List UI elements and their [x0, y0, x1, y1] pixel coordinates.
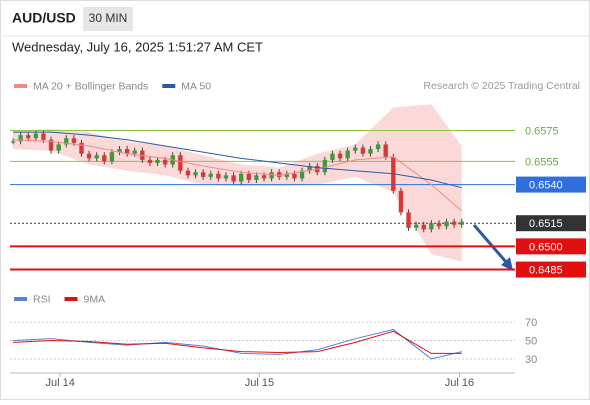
- candle-body: [277, 172, 282, 177]
- candle-body: [162, 159, 168, 165]
- ma-line: [13, 139, 463, 212]
- candle-body: [322, 159, 328, 173]
- legend-swatch: [14, 297, 27, 301]
- candle-body: [292, 173, 297, 179]
- candle-body: [86, 153, 92, 159]
- candle-body: [284, 173, 290, 177]
- candle-body: [33, 133, 39, 139]
- candle-body: [223, 175, 229, 179]
- symbol: AUD/USD: [12, 10, 76, 26]
- candle-body: [216, 173, 221, 179]
- candle-body: [413, 224, 419, 228]
- candle-body: [193, 172, 198, 176]
- candle-body: [239, 173, 244, 182]
- candle-body: [26, 135, 31, 139]
- y-tick-label: 30: [525, 354, 537, 366]
- candle-body: [71, 138, 77, 143]
- level-label: 0.6500: [529, 241, 563, 253]
- candle-body: [383, 144, 388, 157]
- timeframe: 30 MIN: [89, 11, 128, 25]
- candle-body: [337, 153, 343, 159]
- level-box: [516, 261, 586, 278]
- forecast-arrow: [472, 224, 508, 263]
- candle-body: [109, 152, 115, 162]
- candle-body: [261, 175, 267, 179]
- candle-body: [421, 224, 426, 230]
- rsi-line: [13, 328, 462, 360]
- ma-line: [13, 131, 462, 189]
- candle-body: [185, 170, 191, 176]
- candle-body: [208, 173, 213, 177]
- candle-body: [254, 175, 259, 180]
- x-tick-label: Jul 15: [245, 377, 274, 389]
- candle-body: [200, 172, 206, 177]
- level-box: [516, 238, 586, 255]
- level-label: 0.6575: [525, 125, 559, 137]
- candle-body: [451, 221, 457, 225]
- level-label: 0.6515: [529, 218, 563, 230]
- y-tick-label: 70: [525, 317, 537, 329]
- candle-body: [436, 223, 442, 227]
- candle-body: [406, 212, 411, 228]
- candle-body: [155, 159, 160, 163]
- candle-body: [368, 149, 373, 154]
- candle-body: [102, 155, 107, 162]
- candle-body: [269, 172, 274, 179]
- candle-body: [178, 155, 183, 171]
- legend-label: 9MA: [84, 293, 106, 305]
- level-label: 0.6485: [529, 264, 563, 276]
- level-box: [516, 215, 586, 232]
- candle-body: [398, 190, 404, 213]
- candle-body: [246, 173, 252, 180]
- legend-label: MA 20 + Bollinger Bands: [33, 80, 148, 92]
- legend-label: MA 50: [181, 80, 211, 92]
- level-label: 0.6540: [529, 179, 563, 191]
- candle-body: [345, 150, 350, 159]
- candle-body: [231, 175, 236, 182]
- candle-body: [94, 155, 99, 159]
- candle-body: [360, 147, 366, 154]
- candle-body: [330, 153, 335, 160]
- candle-body: [124, 149, 130, 154]
- legend-swatch: [64, 297, 78, 301]
- y-tick-label: 50: [525, 335, 537, 347]
- level-box: [516, 176, 586, 193]
- candle-body: [10, 141, 16, 143]
- candle-body: [64, 138, 69, 145]
- date: Wednesday, July 16, 2025 1:51:27 AM CET: [12, 39, 263, 54]
- legend-swatch: [14, 84, 27, 88]
- candle-body: [459, 221, 464, 225]
- candle-body: [353, 147, 358, 151]
- candle-body: [48, 139, 54, 151]
- candle-body: [375, 144, 381, 150]
- candle-body: [444, 221, 449, 227]
- x-tick-label: Jul 16: [445, 377, 474, 389]
- level-label: 0.6555: [525, 156, 559, 168]
- candle-body: [307, 166, 312, 171]
- forecast-arrowhead: [501, 257, 513, 271]
- rsi-line: [13, 330, 462, 354]
- candle-body: [18, 135, 23, 142]
- candle-body: [41, 133, 46, 140]
- x-tick-label: Jul 14: [46, 377, 75, 389]
- timeframe-badge: [83, 7, 133, 31]
- candle-body: [56, 144, 61, 151]
- legend-label: RSI: [33, 293, 51, 305]
- candle-body: [429, 223, 434, 230]
- candle-body: [147, 159, 153, 163]
- source: Research © 2025 Trading Central: [423, 80, 580, 92]
- bollinger-band: [13, 104, 462, 262]
- candle-body: [132, 150, 137, 154]
- candle-body: [79, 142, 84, 154]
- candle-body: [117, 149, 122, 153]
- candle-body: [299, 170, 305, 179]
- legend-swatch: [162, 84, 176, 88]
